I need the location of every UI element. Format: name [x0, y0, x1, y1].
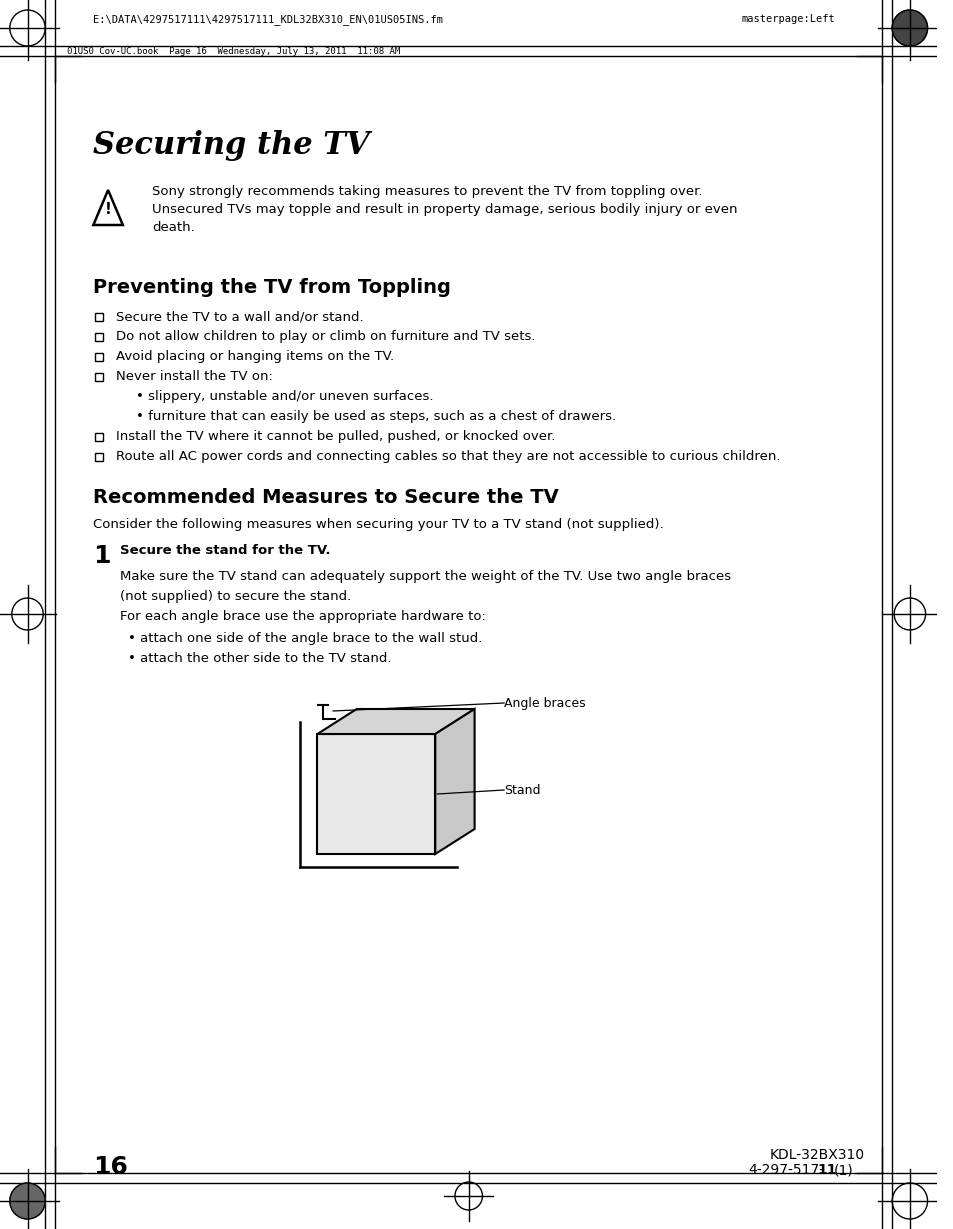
Text: !: ! [105, 202, 112, 218]
Text: death.: death. [152, 221, 194, 234]
Text: Route all AC power cords and connecting cables so that they are not accessible t: Route all AC power cords and connecting … [116, 450, 780, 463]
Text: Unsecured TVs may topple and result in property damage, serious bodily injury or: Unsecured TVs may topple and result in p… [152, 203, 737, 216]
Text: Do not allow children to play or climb on furniture and TV sets.: Do not allow children to play or climb o… [116, 331, 535, 343]
Text: Secure the stand for the TV.: Secure the stand for the TV. [120, 544, 330, 557]
Text: Secure the TV to a wall and/or stand.: Secure the TV to a wall and/or stand. [116, 310, 363, 323]
Text: E:\DATA\4297517111\4297517111_KDL32BX310_EN\01US05INS.fm: E:\DATA\4297517111\4297517111_KDL32BX310… [93, 14, 443, 25]
Bar [95, 353, 103, 361]
Bar [95, 333, 103, 340]
Text: 01US0 Cov-UC.book  Page 16  Wednesday, July 13, 2011  11:08 AM: 01US0 Cov-UC.book Page 16 Wednesday, Jul… [67, 47, 399, 57]
Text: Make sure the TV stand can adequately support the weight of the TV. Use two angl: Make sure the TV stand can adequately su… [120, 570, 730, 583]
Text: masterpage:Left: masterpage:Left [741, 14, 835, 25]
Polygon shape [317, 709, 474, 734]
Bar [95, 454, 103, 461]
Text: • furniture that can easily be used as steps, such as a chest of drawers.: • furniture that can easily be used as s… [135, 410, 615, 423]
Text: (1): (1) [833, 1163, 853, 1177]
Text: Securing the TV: Securing the TV [93, 130, 370, 161]
Text: (not supplied) to secure the stand.: (not supplied) to secure the stand. [120, 590, 351, 603]
Text: Install the TV where it cannot be pulled, pushed, or knocked over.: Install the TV where it cannot be pulled… [116, 430, 555, 442]
Bar [317, 734, 435, 854]
Bar [95, 433, 103, 441]
Text: Never install the TV on:: Never install the TV on: [116, 370, 273, 383]
Text: Sony strongly recommends taking measures to prevent the TV from toppling over.: Sony strongly recommends taking measures… [152, 186, 702, 198]
Text: KDL-32BX310: KDL-32BX310 [769, 1148, 863, 1161]
Text: Preventing the TV from Toppling: Preventing the TV from Toppling [93, 278, 451, 297]
Text: • attach one side of the angle brace to the wall stud.: • attach one side of the angle brace to … [128, 632, 481, 645]
Text: 1: 1 [93, 544, 111, 568]
Text: Avoid placing or hanging items on the TV.: Avoid placing or hanging items on the TV… [116, 350, 394, 363]
Text: Consider the following measures when securing your TV to a TV stand (not supplie: Consider the following measures when sec… [93, 517, 663, 531]
Polygon shape [435, 709, 474, 854]
Bar [95, 313, 103, 321]
Text: Stand: Stand [503, 784, 540, 796]
Text: • attach the other side to the TV stand.: • attach the other side to the TV stand. [128, 653, 391, 665]
Text: Angle braces: Angle braces [503, 697, 585, 710]
Text: For each angle brace use the appropriate hardware to:: For each angle brace use the appropriate… [120, 610, 485, 623]
Text: • slippery, unstable and/or uneven surfaces.: • slippery, unstable and/or uneven surfa… [135, 390, 433, 403]
Bar [95, 372, 103, 381]
Text: 11: 11 [817, 1163, 836, 1177]
Circle shape [891, 10, 926, 45]
Text: 4-297-517-: 4-297-517- [748, 1163, 824, 1177]
Circle shape [10, 1184, 45, 1219]
Text: 16: 16 [93, 1155, 128, 1179]
Text: Recommended Measures to Secure the TV: Recommended Measures to Secure the TV [93, 488, 558, 508]
